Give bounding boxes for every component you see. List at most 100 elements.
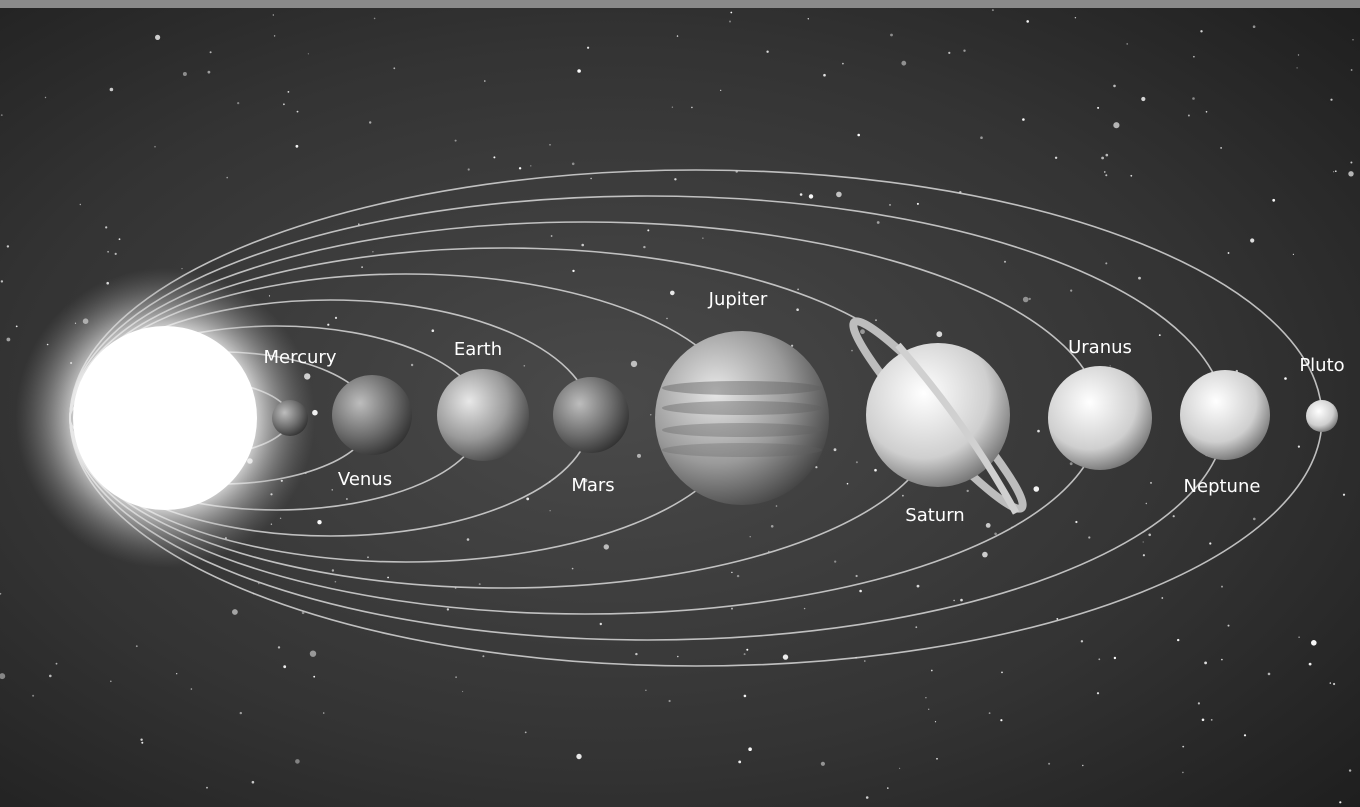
star <box>240 712 242 714</box>
star <box>992 9 994 11</box>
star <box>372 251 373 252</box>
star <box>730 12 732 14</box>
star <box>1298 636 1300 638</box>
star <box>1351 69 1353 71</box>
star <box>387 577 389 579</box>
star <box>800 193 803 196</box>
star <box>136 645 138 647</box>
star <box>1272 199 1275 202</box>
star <box>677 35 678 36</box>
star <box>677 656 679 658</box>
star <box>604 544 609 549</box>
star <box>455 676 457 678</box>
star <box>1253 518 1256 521</box>
star <box>1309 663 1312 666</box>
star <box>804 608 805 609</box>
star <box>1105 174 1107 176</box>
star <box>7 245 9 247</box>
star <box>581 244 584 247</box>
star <box>252 781 255 784</box>
star <box>80 204 81 205</box>
jupiter-band <box>662 443 822 457</box>
star <box>631 361 637 367</box>
solar-system-illustration: MercuryVenusEarthMarsJupiterSaturnUranus… <box>0 0 1360 807</box>
star <box>1143 554 1145 556</box>
star <box>691 107 693 109</box>
star <box>815 466 817 468</box>
star <box>809 194 813 198</box>
star <box>313 676 315 678</box>
star <box>1000 719 1002 721</box>
star <box>1097 692 1099 694</box>
star <box>1221 659 1223 661</box>
star <box>953 600 954 601</box>
star <box>1143 541 1144 542</box>
star <box>519 167 521 169</box>
star <box>308 53 309 54</box>
star <box>1173 515 1175 517</box>
star <box>637 454 641 458</box>
star <box>1150 482 1152 484</box>
star <box>141 742 143 744</box>
star <box>836 192 842 198</box>
star <box>1330 682 1331 683</box>
star <box>310 651 316 657</box>
planet-label: Venus <box>338 469 392 490</box>
star <box>550 510 551 511</box>
star <box>1244 734 1246 736</box>
star <box>856 575 858 577</box>
star <box>635 653 637 655</box>
star <box>327 324 329 326</box>
star <box>208 71 211 74</box>
star <box>367 556 369 558</box>
star <box>1198 702 1200 704</box>
star <box>1268 673 1271 676</box>
star <box>875 319 877 321</box>
star <box>1333 683 1335 685</box>
planet-label: Mars <box>571 475 614 496</box>
star <box>1193 56 1195 58</box>
star <box>1293 254 1294 255</box>
star <box>484 80 486 82</box>
star <box>56 663 58 665</box>
star <box>1221 586 1223 588</box>
planet <box>332 375 412 455</box>
star <box>1228 625 1230 627</box>
star <box>1026 20 1029 23</box>
star <box>183 72 187 76</box>
planet-label: Earth <box>454 339 502 360</box>
star <box>1034 486 1040 492</box>
star <box>669 700 671 702</box>
star <box>1188 115 1190 117</box>
star <box>917 585 920 588</box>
star <box>1182 772 1184 774</box>
star <box>963 50 965 52</box>
star <box>1192 97 1195 100</box>
star <box>847 483 849 485</box>
star <box>295 759 300 764</box>
star <box>110 681 112 683</box>
star <box>797 289 799 291</box>
star <box>674 178 676 180</box>
star <box>105 226 107 228</box>
star <box>107 251 109 253</box>
star <box>783 654 788 659</box>
star <box>1 114 3 116</box>
star <box>989 712 991 714</box>
star <box>274 35 275 36</box>
star <box>1284 377 1287 380</box>
star <box>1113 122 1119 128</box>
star <box>823 74 826 77</box>
star <box>283 103 285 105</box>
star <box>590 178 591 179</box>
star <box>1206 111 1208 113</box>
star <box>297 111 299 113</box>
star <box>1211 719 1213 721</box>
star <box>455 140 457 142</box>
star <box>936 758 938 760</box>
star <box>530 165 531 166</box>
star <box>191 688 193 690</box>
star <box>1311 640 1317 646</box>
star <box>1029 298 1031 300</box>
star <box>16 326 18 328</box>
